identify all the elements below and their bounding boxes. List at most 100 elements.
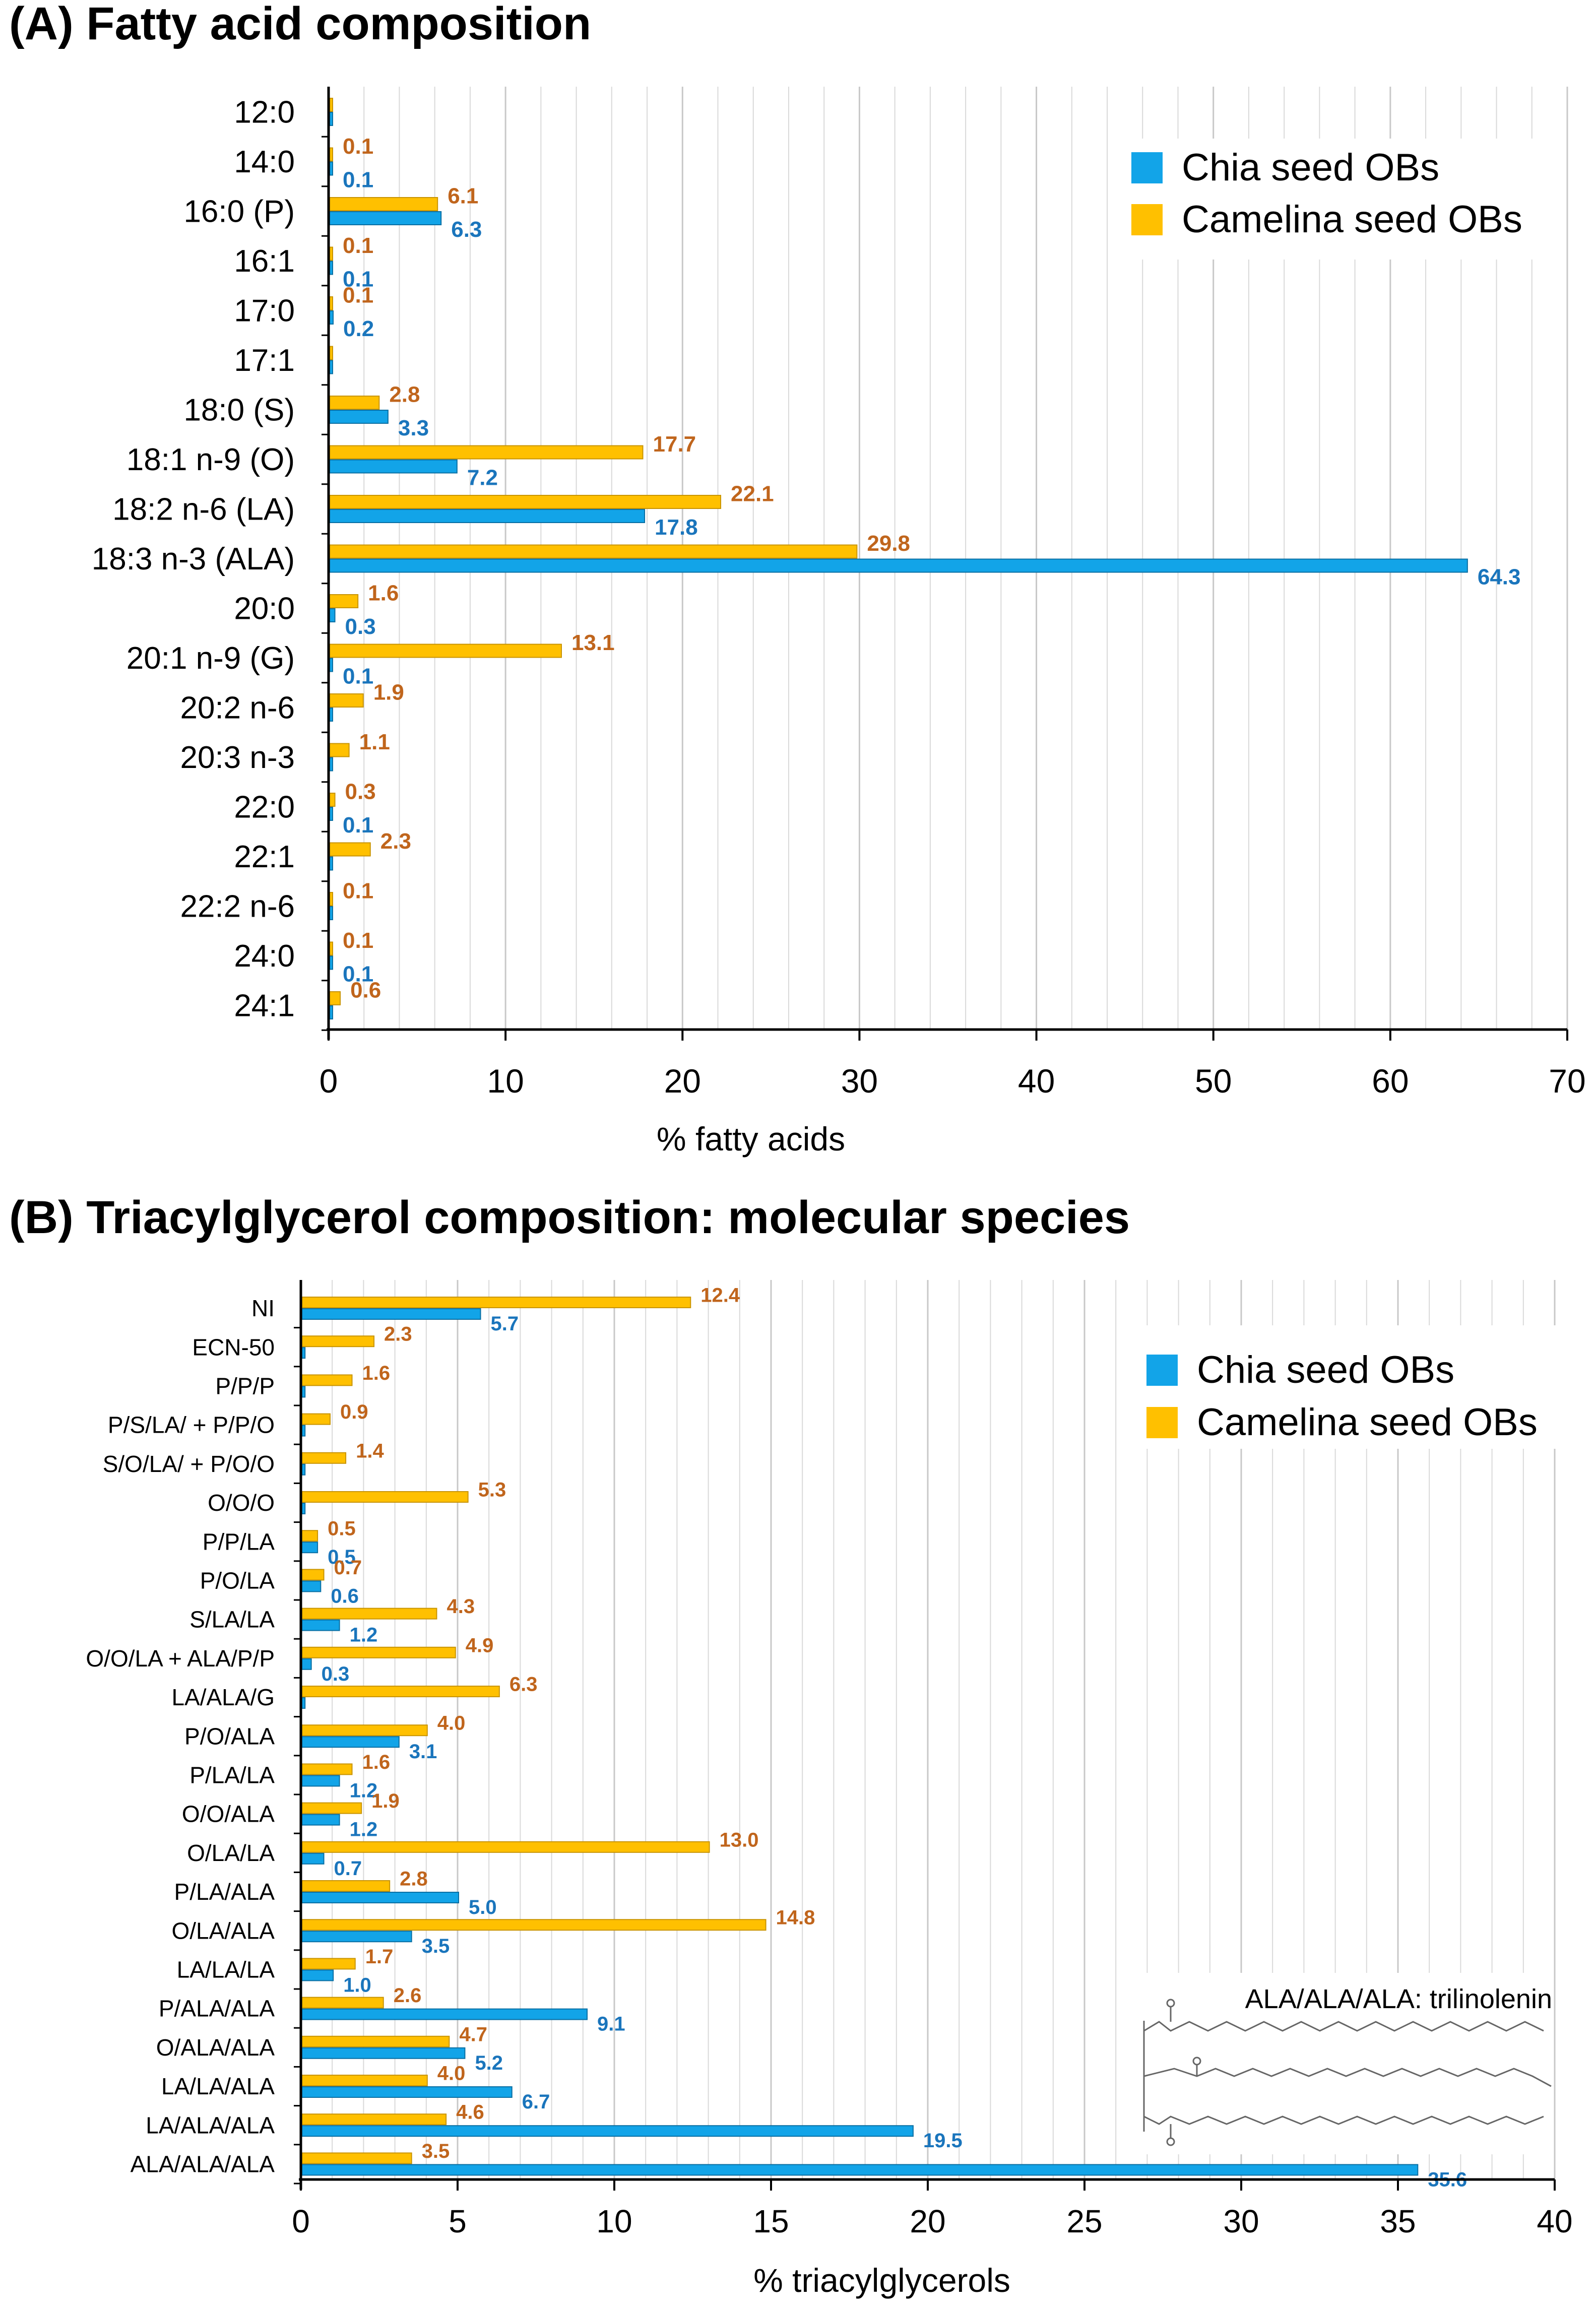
legend-a-chia-swatch [1131, 152, 1163, 183]
category-label-a-22-0: 22:0 [234, 790, 295, 825]
value-label-camelina-b-s-o-la-p-o-o: 1.4 [356, 1440, 384, 1462]
category-label-a-18-1-n-9-o: 18:1 n-9 (O) [126, 442, 295, 477]
bar-camelina-a-20-2-n-6 [329, 693, 364, 708]
value-label-chia-a-20-0: 0.3 [345, 614, 376, 639]
value-label-camelina-b-la-la-la: 1.7 [365, 1946, 394, 1968]
x-tick-label-a-40: 40 [1018, 1062, 1055, 1100]
value-label-chia-b-p-o-ala: 3.1 [409, 1741, 437, 1763]
value-label-camelina-b-p-o-ala: 4.0 [437, 1712, 466, 1735]
value-label-chia-b-p-ala-ala: 9.1 [597, 2013, 625, 2035]
panel-a-legend: Chia seed OBs Camelina seed OBs [1111, 139, 1555, 260]
bar-camelina-a-16-0-p [329, 197, 438, 211]
category-label-a-20-1-n-9-g: 20:1 n-9 (G) [126, 641, 295, 676]
value-label-camelina-a-22-2-n-6: 0.1 [343, 879, 373, 904]
bar-camelina-b-p-p-p [301, 1374, 353, 1386]
category-label-b-o-o-la-ala-p-p: O/O/LA + ALA/P/P [86, 1645, 275, 1672]
value-label-chia-a-18-2-n-6-la: 17.8 [655, 515, 698, 540]
category-label-b-p-o-la: P/O/LA [200, 1568, 275, 1594]
bar-camelina-a-24-0 [329, 941, 333, 956]
bar-camelina-b-p-la-la [301, 1763, 353, 1775]
x-tick-label-a-10: 10 [487, 1062, 524, 1100]
bar-camelina-b-o-ala-ala [301, 2035, 450, 2047]
bar-chia-b-ni [301, 1308, 481, 1320]
category-label-a-24-0: 24:0 [234, 939, 295, 974]
value-label-chia-b-p-o-la: 0.6 [331, 1585, 359, 1607]
value-label-chia-a-17-0: 0.2 [343, 316, 374, 341]
value-label-camelina-b-o-o-la-ala-p-p: 4.9 [466, 1634, 494, 1656]
category-label-b-ecn-50: ECN-50 [192, 1334, 275, 1360]
value-label-chia-a-20-1-n-9-g: 0.1 [343, 664, 373, 689]
bar-chia-a-20-3-n-3 [329, 757, 333, 772]
x-tick-label-b-30: 30 [1223, 2203, 1259, 2239]
category-label-b-s-o-la-p-o-o: S/O/LA/ + P/O/O [103, 1451, 275, 1477]
bar-chia-b-p-p-p [301, 1386, 306, 1398]
value-label-camelina-b-p-p-la: 0.5 [328, 1518, 356, 1540]
x-tick-label-b-20: 20 [910, 2203, 945, 2239]
panel-a-x-axis-title: % fatty acids [657, 1120, 845, 1158]
value-label-chia-b-p-la-la: 1.2 [350, 1779, 378, 1802]
bar-chia-b-o-ala-ala [301, 2047, 466, 2059]
bar-chia-b-p-la-ala [301, 1892, 459, 1903]
bar-camelina-b-s-la-la [301, 1608, 437, 1620]
trilinolenin-inset: ALA/ALA/ALA: trilinolenin [1134, 1973, 1552, 2154]
value-label-camelina-a-18-2-n-6-la: 22.1 [731, 482, 774, 506]
value-label-camelina-b-s-la-la: 4.3 [446, 1595, 475, 1618]
value-label-camelina-b-p-la-ala: 2.8 [400, 1868, 428, 1890]
bar-camelina-b-o-o-o [301, 1491, 469, 1503]
bar-camelina-b-o-o-ala [301, 1802, 362, 1814]
bar-camelina-b-p-la-ala [301, 1880, 391, 1892]
bar-chia-a-24-0 [329, 955, 333, 970]
category-label-b-s-la-la: S/LA/LA [189, 1607, 275, 1633]
value-label-chia-b-la-la-ala: 6.7 [522, 2091, 550, 2113]
panel-a-bars [329, 98, 1468, 1019]
value-label-camelina-a-22-0: 0.3 [345, 780, 376, 804]
panel-b-bars [301, 1297, 1419, 2176]
bar-chia-a-20-2-n-6 [329, 708, 333, 722]
bar-chia-a-18-3-n-3-ala [329, 558, 1468, 573]
bar-chia-a-24-1 [329, 1005, 333, 1019]
x-tick-label-b-40: 40 [1537, 2203, 1572, 2239]
bar-camelina-b-o-o-la-ala-p-p [301, 1646, 456, 1658]
bar-chia-a-17-0 [329, 310, 334, 325]
value-label-camelina-a-20-2-n-6: 1.9 [373, 680, 404, 705]
inset-annotation: ALA/ALA/ALA: trilinolenin [1245, 1984, 1552, 2014]
category-label-b-p-ala-ala: P/ALA/ALA [159, 1996, 275, 2022]
bar-camelina-b-o-la-ala [301, 1919, 767, 1931]
inset-bg [1134, 1973, 1552, 2154]
category-label-b-p-la-ala: P/LA/ALA [174, 1879, 275, 1905]
value-label-chia-b-o-o-ala: 1.2 [350, 1819, 378, 1841]
bar-chia-a-16-0-p [329, 211, 442, 225]
category-label-a-22-2-n-6: 22:2 n-6 [180, 889, 295, 924]
x-tick-label-a-70: 70 [1549, 1062, 1585, 1100]
bar-chia-a-20-0 [329, 608, 336, 622]
bar-camelina-b-s-o-la-p-o-o [301, 1452, 347, 1464]
category-label-a-14-0: 14:0 [234, 145, 295, 179]
bar-camelina-b-la-la-ala [301, 2075, 428, 2086]
value-label-camelina-b-o-la-la: 13.0 [720, 1829, 759, 1851]
value-label-camelina-a-18-0-s: 2.8 [389, 382, 420, 407]
bar-camelina-a-18-2-n-6-la [329, 495, 722, 509]
x-tick-label-b-5: 5 [449, 2203, 467, 2239]
legend-b-camelina-swatch [1146, 1407, 1178, 1438]
value-label-camelina-b-p-o-la: 0.7 [334, 1557, 362, 1579]
bar-camelina-a-20-1-n-9-g [329, 644, 562, 658]
trilinolenin-structure-icon [1143, 1999, 1552, 2146]
bar-camelina-a-22-0 [329, 793, 336, 807]
value-label-camelina-b-p-la-la: 1.6 [362, 1751, 391, 1773]
category-label-b-p-o-ala: P/O/ALA [184, 1723, 275, 1749]
value-label-chia-b-o-la-la: 0.7 [334, 1857, 362, 1880]
bar-camelina-b-p-o-ala [301, 1724, 428, 1737]
value-label-camelina-a-24-1: 0.6 [350, 978, 381, 1003]
category-label-b-o-ala-ala: O/ALA/ALA [156, 2034, 275, 2061]
category-label-b-la-ala-ala: LA/ALA/ALA [146, 2112, 275, 2138]
x-tick-label-b-15: 15 [753, 2203, 789, 2239]
bar-camelina-a-14-0 [329, 147, 333, 162]
bar-camelina-a-20-3-n-3 [329, 743, 350, 757]
value-label-chia-b-o-la-ala: 3.5 [422, 1935, 450, 1957]
value-label-chia-a-24-0: 0.1 [343, 962, 373, 987]
bar-chia-b-p-s-la-p-p-o [301, 1425, 306, 1437]
value-label-chia-b-la-ala-ala: 19.5 [923, 2130, 963, 2152]
bar-chia-b-la-la-la [301, 1969, 334, 1981]
value-label-chia-b-p-p-la: 0.5 [328, 1546, 356, 1568]
